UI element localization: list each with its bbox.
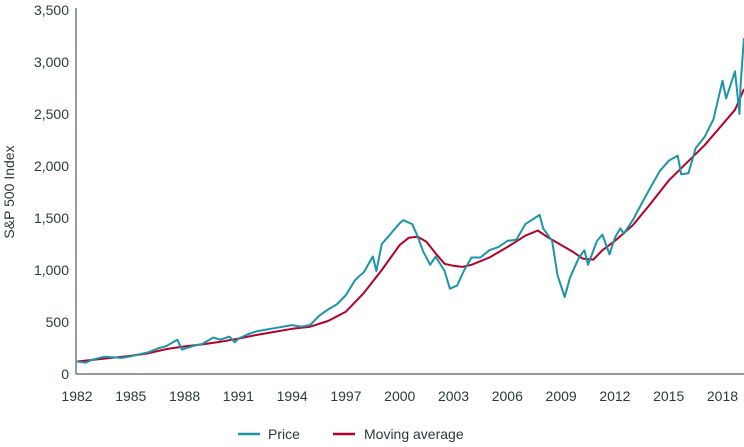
- legend: Price Moving average: [238, 426, 464, 442]
- legend-item-moving-average: Moving average: [333, 426, 464, 442]
- x-tick-label: 2000: [384, 388, 415, 404]
- legend-label-moving-average: Moving average: [364, 426, 464, 442]
- x-tick-label: 2012: [599, 388, 630, 404]
- y-tick-label: 500: [46, 314, 70, 330]
- y-tick-label: 2,000: [34, 158, 69, 174]
- moving-average-series-line: [76, 88, 744, 363]
- y-tick-label: 3,000: [34, 54, 69, 70]
- x-tick-label: 2003: [438, 388, 469, 404]
- y-tick-label: 3,500: [34, 2, 69, 18]
- x-tick-label: 2018: [707, 388, 738, 404]
- y-tick-label: 2,500: [34, 106, 69, 122]
- legend-item-price: Price: [238, 426, 300, 442]
- price-series-line: [76, 38, 744, 364]
- x-tick-label: 1982: [61, 388, 92, 404]
- x-tick-label: 2009: [546, 388, 577, 404]
- x-tick-label: 2015: [653, 388, 684, 404]
- x-tick-label: 1994: [277, 388, 308, 404]
- x-tick-label: 1997: [330, 388, 361, 404]
- x-tick-label: 2006: [492, 388, 523, 404]
- y-axis-label: S&P 500 Index: [1, 145, 17, 238]
- y-tick-label: 0: [61, 366, 69, 382]
- y-tick-label: 1,500: [34, 210, 69, 226]
- x-tick-label: 1988: [169, 388, 200, 404]
- y-tick-label: 1,000: [34, 262, 69, 278]
- x-tick-label: 1991: [223, 388, 254, 404]
- x-tick-label: 1985: [115, 388, 146, 404]
- legend-label-price: Price: [268, 426, 300, 442]
